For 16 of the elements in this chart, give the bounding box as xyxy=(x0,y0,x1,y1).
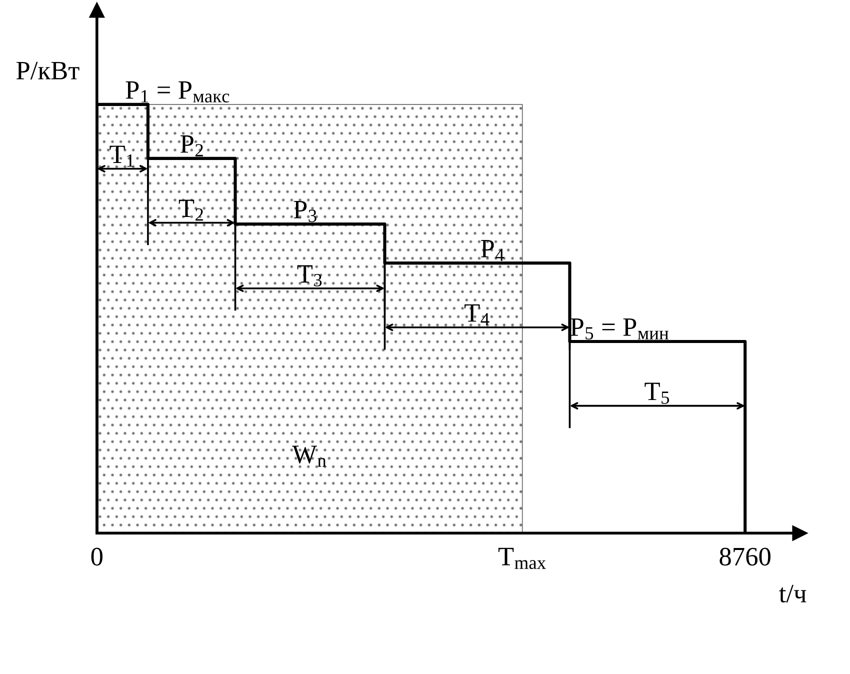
annotation: T$_{2}$ xyxy=(178,200,203,221)
x-tick-label: 0 xyxy=(91,548,102,566)
annotation: T$_{1}$ xyxy=(110,146,134,167)
annotation: T$_{3}$ xyxy=(297,265,322,286)
y-axis-title: P/кВт xyxy=(16,62,80,80)
annotation: P$_{1}$ = P$_{макс}$ xyxy=(126,81,230,102)
annotation: T$_{4}$ xyxy=(464,304,490,326)
annotation: T$_{5}$ xyxy=(644,382,670,404)
x-tick-label: 8760 xyxy=(720,548,770,566)
x-tick-label: T$_{max}$ xyxy=(498,548,546,570)
annotation: P$_{4}$ xyxy=(480,240,504,261)
annotation: P$_{5}$ = P$_{мин}$ xyxy=(570,318,668,340)
x-axis-title: t/ч xyxy=(779,584,806,602)
annotation: P$_{3}$ xyxy=(294,201,316,222)
series-label: W$_{n}$ xyxy=(292,446,326,467)
annotation: P$_{2}$ xyxy=(180,135,203,156)
